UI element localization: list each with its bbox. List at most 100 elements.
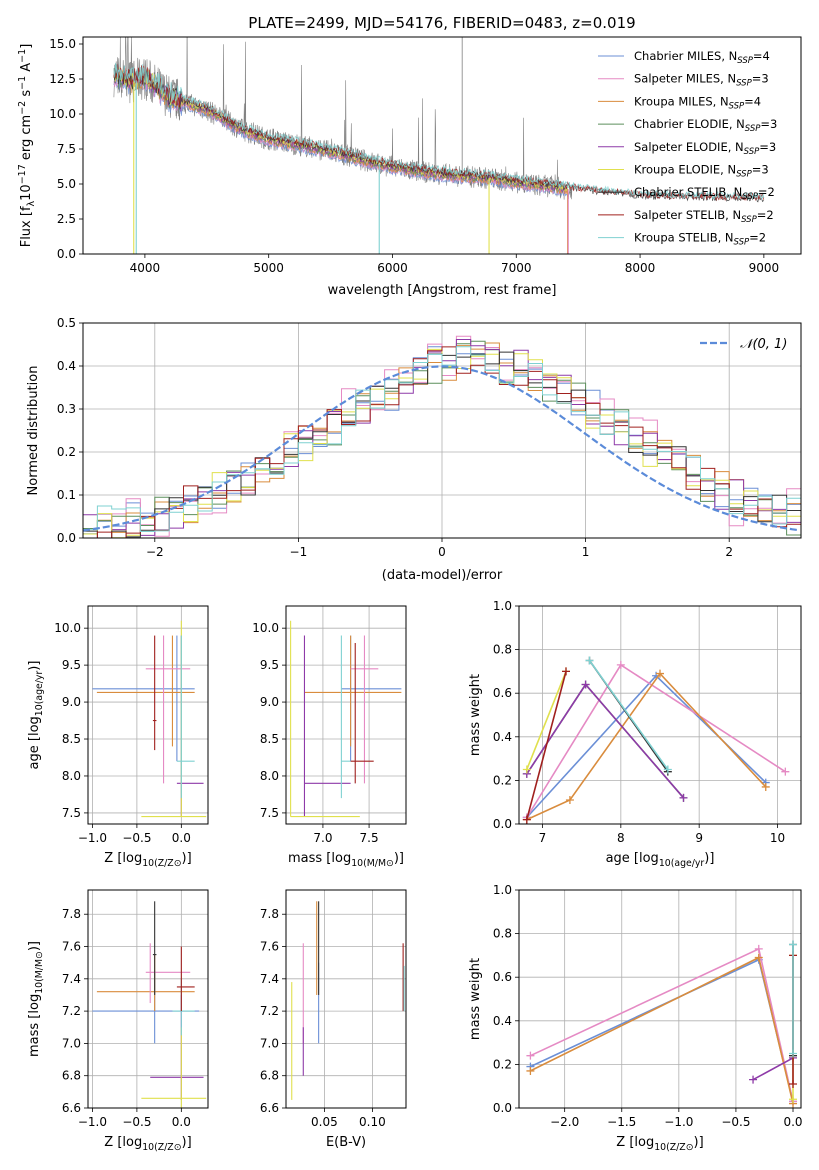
legend-label: Chabrier MILES, NSSP=4 [634, 49, 770, 66]
x-tick-label: 0 [438, 545, 446, 559]
y-tick-label: 9.0 [260, 695, 279, 709]
model-spectrum-3 [113, 68, 569, 194]
legend-label: Kroupa MILES, NSSP=4 [634, 94, 761, 111]
y-tick-label: 8.5 [62, 732, 81, 746]
axes-frame [518, 889, 802, 1109]
weight-marker [761, 782, 770, 791]
y-tick-label: 0.2 [493, 1057, 512, 1071]
y-tick-label: 7.5 [57, 142, 76, 156]
legend-label: Salpeter MILES, NSSP=3 [634, 72, 769, 89]
x-tick-label: −0.5 [721, 1115, 750, 1129]
plot-area-mass-vs-EBV [291, 901, 405, 1100]
model-spectrum-4 [113, 69, 569, 193]
y-axis-label: mass weight [468, 958, 483, 1040]
y-tick-label: 2.5 [57, 212, 76, 226]
y-tick-label: 0.4 [493, 730, 512, 744]
y-tick-label: 6.8 [62, 1069, 81, 1083]
axes-frame [285, 605, 407, 825]
panel-mass-vs-EBV: 0.05 0.10 6.6 6.8 7.0 7.2 7.4 7.6 7.8 E(B-V) [260, 889, 407, 1150]
panel-residuals: −2 −1 0 1 2 0.0 0.1 0.2 0.3 0.4 0.5 (data-model)/er… [26, 316, 802, 583]
x-tick-label: 6000 [377, 261, 408, 275]
x-axis-label: E(B-V) [326, 1135, 366, 1150]
y-axis-label: mass [log10(M/M⊙)] [27, 941, 45, 1057]
x-tick-label: 7000 [501, 261, 532, 275]
x-axis-label: mass [log10(M/M⊙)] [288, 851, 404, 869]
y-tick-label: 0.0 [493, 817, 512, 831]
weight-line-2 [526, 672, 767, 821]
panel-age-vs-Z: −1.0 −0.5 0.0 7.5 8.0 8.5 9.0 9.5 10.0 Z [log10(Z… [27, 605, 209, 869]
x-tick-label: 2 [725, 545, 733, 559]
panel-weight-vs-Z: −2.0 −1.5 −1.0 −0.5 0.0 0.0 0.2 0.4 0.6 0.8 1.0 Z [… [468, 883, 803, 1153]
y-tick-label: 7.2 [260, 1004, 279, 1018]
x-tick-label: 7 [539, 831, 547, 845]
weight-marker [754, 944, 763, 953]
weight-marker [585, 656, 594, 665]
y-tick-label: 7.6 [62, 940, 81, 954]
axes-frame [87, 889, 209, 1109]
weight-line-3 [752, 1057, 794, 1081]
weight-marker [749, 1075, 758, 1084]
legend-label: Chabrier STELIB, NSSP=2 [634, 185, 775, 202]
legend: 𝒩(0, 1) [700, 337, 787, 352]
y-axis-label: age [log10(age/yr)] [27, 661, 45, 770]
weight-line-1 [526, 663, 786, 818]
weight-line-8 [588, 660, 669, 770]
axes-frame [87, 605, 209, 825]
axes-frame [82, 322, 802, 539]
normal-curve [83, 365, 799, 532]
y-tick-label: 10.0 [252, 621, 279, 635]
y-tick-label: 7.5 [260, 806, 279, 820]
y-tick-label: 0.4 [57, 359, 76, 373]
legend-label: Salpeter STELIB, NSSP=2 [634, 208, 774, 225]
x-axis-label: Z [log10(Z/Z⊙)] [616, 1135, 703, 1153]
x-tick-label: −2 [146, 545, 164, 559]
y-axis-label: Normed distribution [26, 366, 41, 496]
plot-area-age-vs-Z [92, 620, 207, 818]
y-tick-label: 0.8 [493, 643, 512, 657]
panel-age-vs-mass: 7.0 7.5 7.5 8.0 8.5 9.0 9.5 10.0 mass [log10(M/M… [252, 605, 407, 869]
y-tick-label: 6.6 [260, 1101, 279, 1115]
y-tick-label: 1.0 [493, 599, 512, 613]
weight-marker [789, 940, 798, 949]
x-tick-label: 8 [617, 831, 625, 845]
x-tick-label: 9000 [749, 261, 780, 275]
y-tick-label: 9.5 [62, 658, 81, 672]
y-tick-label: 7.5 [62, 806, 81, 820]
panel-mass-vs-Z: −1.0 −0.5 0.0 6.6 6.8 7.0 7.2 7.4 7.6 7.8 Z [log10… [27, 889, 209, 1153]
weight-marker [616, 660, 625, 669]
plot-area-age-vs-mass [290, 620, 402, 818]
legend-label: Kroupa ELODIE, NSSP=3 [634, 163, 769, 180]
model-spectrum-8 [113, 63, 765, 200]
y-tick-label: 0.0 [493, 1101, 512, 1115]
plot-area-spectrum [113, 37, 765, 254]
weight-line-5 [526, 671, 567, 770]
y-tick-label: 0.6 [493, 970, 512, 984]
weight-marker [789, 1049, 798, 1058]
y-tick-label: 8.5 [260, 732, 279, 746]
weight-marker [526, 1066, 535, 1075]
y-tick-label: 6.8 [260, 1069, 279, 1083]
x-tick-label: 0.05 [311, 1115, 338, 1129]
y-tick-label: 6.6 [62, 1101, 81, 1115]
y-tick-label: 0.5 [57, 316, 76, 330]
axes-frame [82, 36, 802, 255]
y-tick-label: 0.8 [493, 927, 512, 941]
y-tick-label: 0.3 [57, 402, 76, 416]
y-tick-label: 0.4 [493, 1014, 512, 1028]
x-axis-label: (data-model)/error [382, 568, 503, 583]
chart-title: PLATE=2499, MJD=54176, FIBERID=0483, z=0… [248, 14, 635, 32]
x-tick-label: −1.0 [78, 1115, 107, 1129]
x-axis-label: wavelength [Angstrom, rest frame] [328, 283, 557, 298]
axes-frame [518, 605, 802, 825]
y-tick-label: 7.0 [62, 1036, 81, 1050]
weight-marker [522, 815, 531, 824]
weight-marker [679, 793, 688, 802]
x-tick-label: 0.0 [172, 1115, 191, 1129]
plot-area-weight-vs-Z [526, 940, 798, 1108]
weight-marker [522, 765, 531, 774]
model-spectrum-2 [113, 69, 569, 195]
grid-age-vs-mass [286, 606, 406, 824]
x-tick-label: 9 [695, 831, 703, 845]
x-tick-label: −2.0 [550, 1115, 579, 1129]
y-tick-label: 10.0 [49, 107, 76, 121]
